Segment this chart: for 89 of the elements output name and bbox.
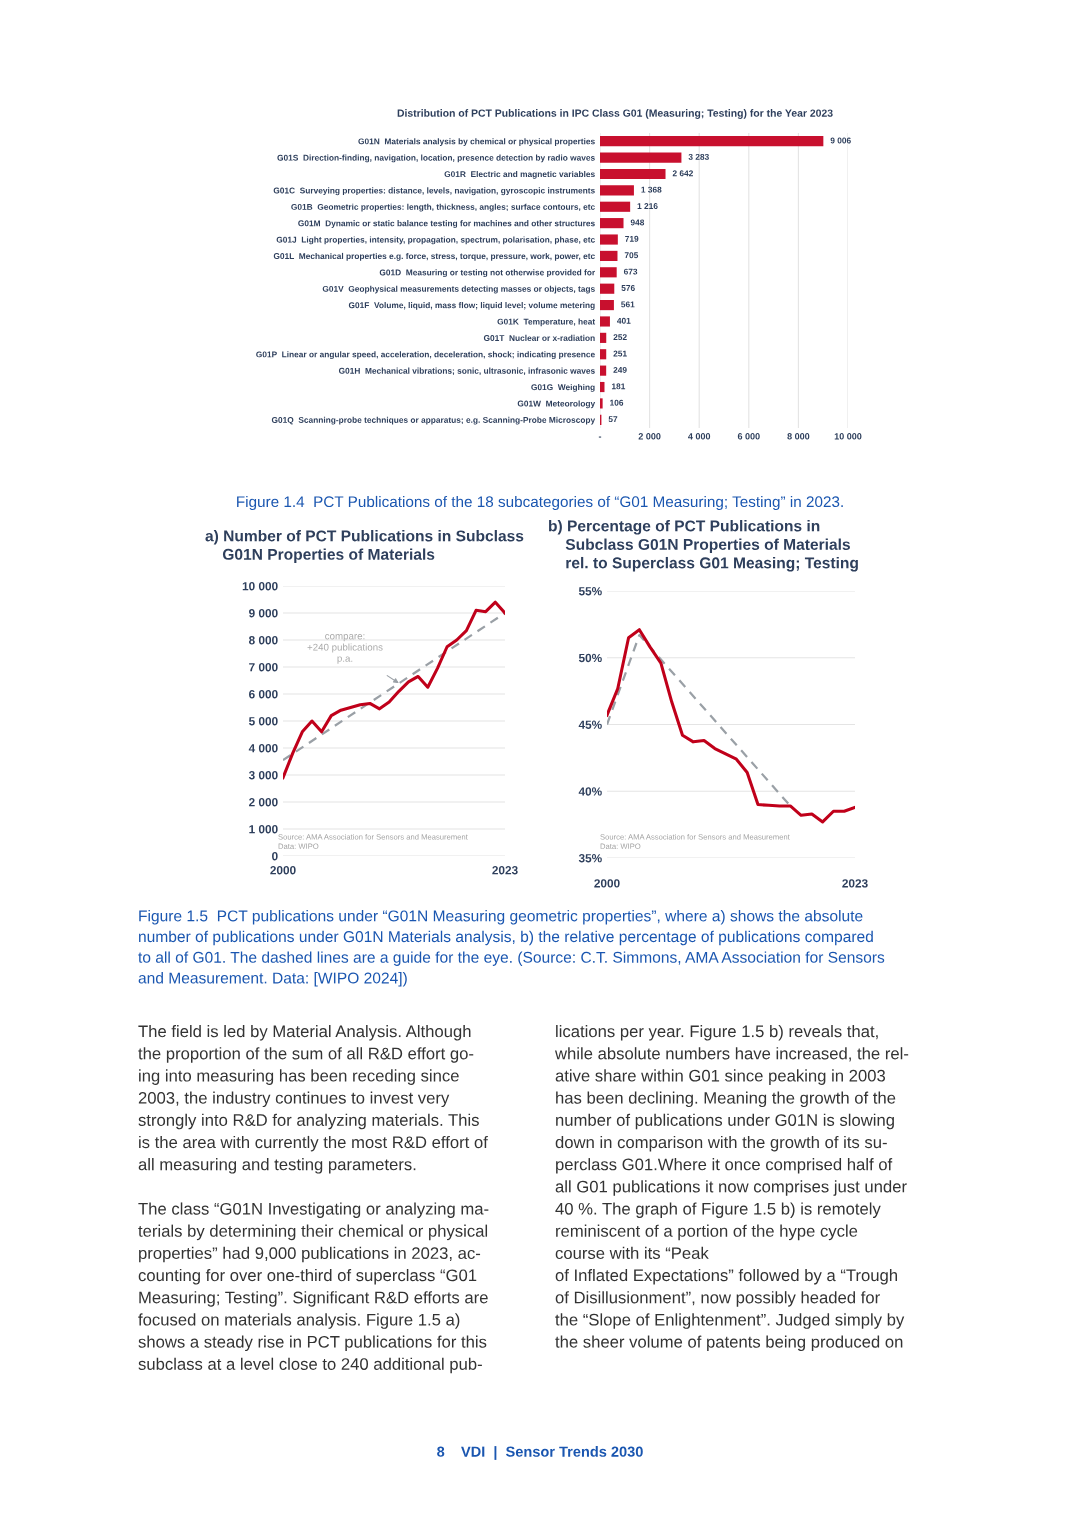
data-label: 249 bbox=[613, 366, 627, 373]
data-label: 948 bbox=[630, 219, 645, 226]
data-label: 1 368 bbox=[641, 186, 662, 193]
bar bbox=[600, 267, 617, 278]
text: lications per year. Figure 1.5 b) reveals that, while absolute numbers have increased, the rel- ative share within G01 since peaking in 2003 has been declining. Meaning the growth of the number of publications under G01N is slowing down in comparison with the growth of its su- perclass G01.Where it once comprised half of all G01 publications it now comprises just under 40 %. The graph of Figure 1.5 b) is remotely reminiscent of a portion of the hype cycle course with its “Peak of Inflated Expectations” followed by a “Trough of Disillusionment”, now possibly headed for the “Slope of Enlightenment”. Judged simply by the sheer volume of patents being produced on bbox=[554, 1025, 909, 1352]
chart-title: a) Number of PCT Publications in Subclass G01N Properties of Materials bbox=[205, 530, 524, 563]
y-tick-label: G01P Linear or angular speed, acceleration, deceleration, shock; indicating presence bbox=[256, 351, 595, 360]
y-tick-label: G01V Geophysical measurements detecting masses or objects, tags bbox=[322, 285, 595, 294]
data-label: 3 283 bbox=[688, 153, 709, 160]
y-tick-label: G01S Direction-finding, navigation, location, presence detection by radio waves bbox=[277, 154, 595, 163]
caption: Figure 1.5 PCT publications under “G01N Measuring geometric properties”, where a) shows the absolute number of publications under G01N Materials analysis, b) the relative percentage of publications compared to all of G01. The dashed lines are a guide for the eye. (Source: C.T. Simmons, AMA Association for Sensors and Measurement. Data: [WIPO 2024]) bbox=[138, 910, 885, 987]
y-tick-label: G01B Geometric properties: length, thickness, angles; surface contours, etc bbox=[291, 203, 595, 212]
y-tick-label: 4 000 bbox=[248, 744, 278, 753]
y-tick-label: 5 000 bbox=[248, 717, 278, 726]
bar bbox=[600, 250, 618, 261]
y-tick-label: 6 000 bbox=[249, 690, 278, 699]
data-label: 2 642 bbox=[672, 170, 693, 177]
data-label: 705 bbox=[624, 252, 639, 259]
y-tick-label: 7 000 bbox=[249, 663, 278, 672]
data-label: 401 bbox=[617, 317, 631, 324]
data-label: 181 bbox=[611, 383, 626, 390]
x-tick-label: 10 000 bbox=[834, 433, 862, 440]
data-label: 719 bbox=[625, 235, 639, 242]
x-tick-label: 2023 bbox=[492, 866, 518, 875]
y-tick-label: 1 000 bbox=[249, 825, 278, 834]
y-tick-label: G01K Temperature, heat bbox=[497, 318, 596, 327]
y-tick-label: G01F Volume, liquid, mass flow; liquid level; volume metering bbox=[348, 302, 595, 310]
y-tick-label: 2 000 bbox=[249, 798, 278, 807]
x-tick-label: 2000 bbox=[594, 879, 620, 888]
bar bbox=[600, 316, 610, 327]
line-series bbox=[607, 628, 855, 824]
y-tick-label: 45% bbox=[578, 720, 602, 729]
data-label: 57 bbox=[608, 416, 618, 423]
bar bbox=[600, 300, 614, 311]
y-tick-label: G01N Materials analysis by chemical or physical properties bbox=[358, 138, 595, 146]
caption: Figure 1.4 PCT Publications of the 18 subcategories of “G01 Measuring; Testing” in 2023. bbox=[237, 495, 843, 511]
bar bbox=[600, 398, 603, 409]
y-tick-label: 8 000 bbox=[248, 636, 278, 645]
data-label: 251 bbox=[613, 350, 627, 357]
y-tick-label: 3 000 bbox=[248, 771, 278, 780]
x-tick-label: 2023 bbox=[842, 879, 868, 888]
bar bbox=[600, 283, 615, 294]
y-tick-label: G01R Electric and magnetic variables bbox=[444, 170, 595, 179]
bar bbox=[600, 365, 607, 376]
y-tick-label: G01H Mechanical vibrations; sonic, ultrasonic, infrasonic waves bbox=[338, 367, 595, 375]
data-label: 576 bbox=[621, 285, 635, 291]
x-tick-label: - bbox=[598, 436, 602, 438]
chart-title: b) Percentage of PCT Publications in Subclass G01N Properties of Materials rel. to Superclass G01 Measing; Testing bbox=[549, 520, 858, 572]
y-tick-label: 55% bbox=[578, 587, 602, 596]
annotation: compare: +240 publications p.a. bbox=[307, 634, 383, 664]
y-tick-label: G01D Measuring or testing not otherwise provided for bbox=[379, 269, 596, 278]
data-label: 106 bbox=[610, 399, 624, 406]
x-tick-label: 2 000 bbox=[638, 433, 661, 440]
y-tick-label: 0 bbox=[272, 852, 278, 861]
bar bbox=[600, 136, 824, 147]
x-tick-label: 6 000 bbox=[737, 433, 760, 440]
data-label: 673 bbox=[623, 268, 638, 275]
data-label: 252 bbox=[613, 334, 627, 341]
y-tick-label: 50% bbox=[578, 653, 602, 663]
y-tick-label: 40% bbox=[578, 787, 602, 796]
y-tick-label: G01J Light properties, intensity, propagation, spectrum, polarisation, phase, etc bbox=[276, 236, 595, 245]
bar bbox=[600, 332, 607, 343]
y-tick-label: G01M Dynamic or static balance testing for machines and other structures bbox=[298, 220, 595, 228]
y-tick-label: G01T Nuclear or x-radiation bbox=[483, 334, 595, 341]
text: 8 VDI | Sensor Trends 2030 bbox=[437, 1446, 643, 1460]
bar bbox=[600, 234, 618, 245]
bar bbox=[600, 218, 624, 229]
line-series bbox=[283, 600, 505, 780]
bar bbox=[600, 349, 607, 360]
data-label: 1 216 bbox=[637, 203, 658, 209]
text: The field is led by Material Analysis. Although the proportion of the sum of all R&D effort go- ing into measuring has been receding since 2003, the industry continues to invest very strongly into R&D for analyzing materials. This is the area with currently the most R&D effort of all measuring and testing parameters. The class “G01N Investigating or analyzing ma- terials by determining their chemical or physical properties” had 9,000 publications in 2023, ac- counting for over one-third of superclass “G01 Measuring; Testing”. Significant R&D efforts are focused on materials analysis. Figure 1.5 a) shows a steady rise in PCT publications for this subclass at a level close to 240 additional pub- bbox=[138, 1025, 489, 1374]
x-tick-label: 2000 bbox=[270, 866, 296, 875]
x-tick-label: 4 000 bbox=[688, 433, 711, 440]
y-tick-label: G01C Surveying properties: distance, levels, navigation, gyroscopic instruments bbox=[273, 187, 595, 196]
y-tick-label: G01L Mechanical properties e.g. force, stress, torque, pressure, work, power, etc bbox=[273, 252, 595, 261]
x-tick-label: 8 000 bbox=[787, 433, 810, 440]
y-tick-label: 35% bbox=[578, 854, 602, 863]
y-tick-label: G01G Weighing bbox=[531, 384, 595, 392]
bar bbox=[600, 152, 682, 163]
bar bbox=[600, 168, 666, 180]
y-tick-label: 9 000 bbox=[249, 609, 278, 618]
y-tick-label: 10 000 bbox=[242, 582, 278, 591]
data-label: 561 bbox=[621, 301, 635, 308]
chart-title: Distribution of PCT Publications in IPC Class G01 (Measuring; Testing) for the Year 2023 bbox=[397, 109, 833, 119]
y-tick-label: G01Q Scanning-probe techniques or apparatus; e.g. Scanning-Probe Microscopy bbox=[271, 416, 596, 425]
y-tick-label: G01W Meteorology bbox=[517, 400, 596, 409]
bar bbox=[600, 201, 631, 212]
bar bbox=[600, 185, 634, 196]
data-label: 9 006 bbox=[830, 137, 851, 144]
